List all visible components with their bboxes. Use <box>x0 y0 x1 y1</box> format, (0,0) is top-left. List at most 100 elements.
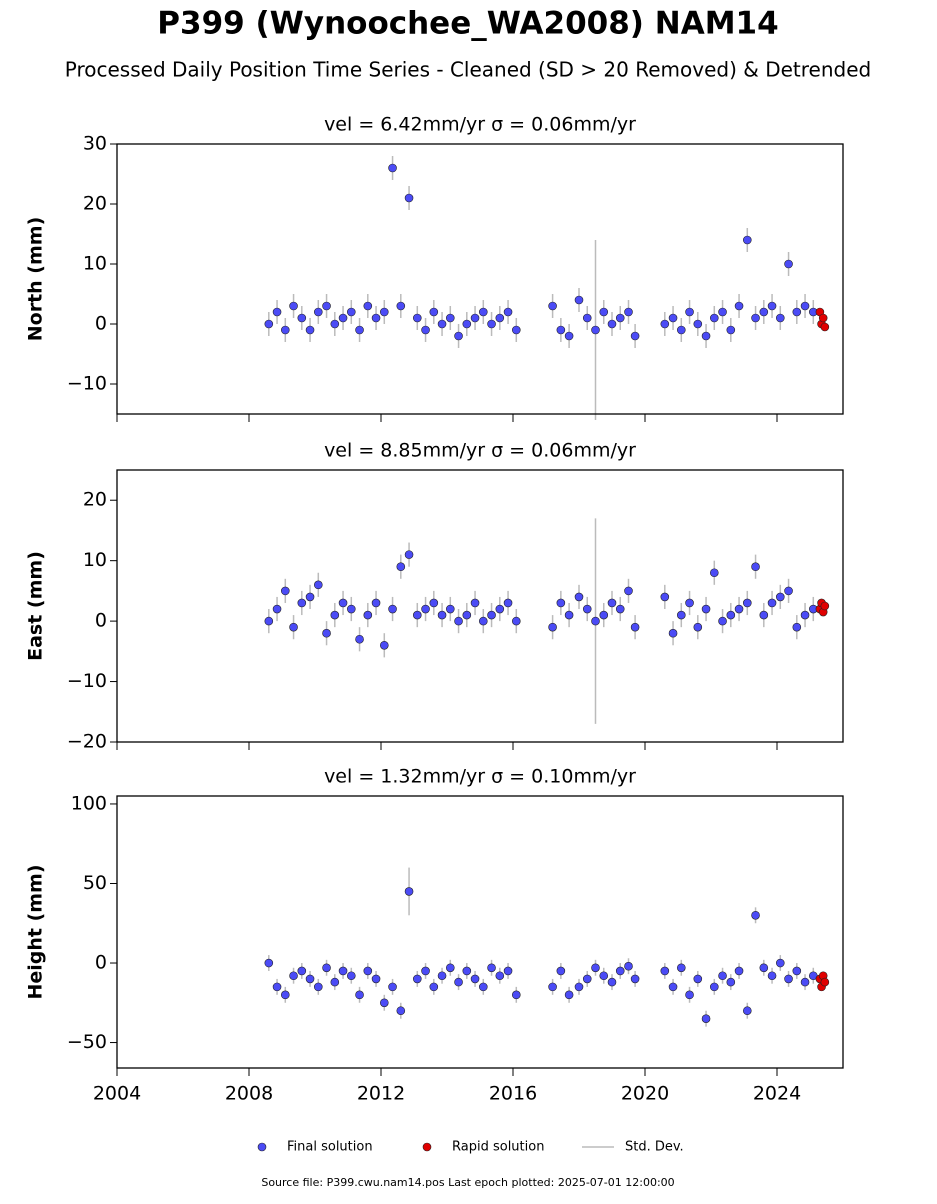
rapid-point <box>820 322 830 332</box>
final-point <box>330 319 340 329</box>
final-point <box>454 977 463 987</box>
final-point <box>264 319 274 329</box>
rapid-point <box>820 601 830 611</box>
final-point <box>676 610 686 620</box>
final-point <box>412 610 422 620</box>
y-tick-label: 0 <box>95 610 107 632</box>
final-point <box>685 598 694 608</box>
final-point <box>338 966 348 976</box>
x-tick-label: 2008 <box>225 1083 273 1105</box>
final-point <box>487 963 496 973</box>
final-point <box>792 966 802 976</box>
final-point <box>478 616 488 626</box>
final-point <box>388 982 397 992</box>
final-point <box>630 974 640 984</box>
final-point <box>742 598 752 608</box>
final-point <box>371 598 381 608</box>
final-point <box>726 977 736 987</box>
footer: Source file: P399.cwu.nam14.pos Last epo… <box>261 1176 674 1189</box>
final-point <box>445 313 455 323</box>
final-point <box>701 331 711 341</box>
final-point <box>404 887 414 896</box>
y-tick-label: −50 <box>67 1031 107 1053</box>
final-point <box>751 562 760 572</box>
final-point <box>709 568 719 578</box>
final-point <box>305 325 315 335</box>
final-point <box>767 971 777 981</box>
final-point <box>272 604 282 614</box>
final-point <box>289 971 298 981</box>
y-tick-label: 30 <box>83 133 107 155</box>
final-point <box>685 990 694 1000</box>
final-point <box>511 616 521 626</box>
final-point <box>701 1014 711 1023</box>
final-point <box>759 307 769 317</box>
final-point <box>511 990 521 1000</box>
final-point <box>784 586 793 596</box>
x-tick-label: 2004 <box>93 1083 141 1105</box>
x-tick-label: 2024 <box>753 1083 801 1105</box>
final-point <box>478 307 488 317</box>
final-point <box>582 974 592 984</box>
final-point <box>574 982 584 992</box>
final-point <box>313 580 323 590</box>
final-point <box>445 963 455 973</box>
final-point <box>280 325 290 335</box>
final-point <box>289 301 298 311</box>
final-point <box>437 319 447 329</box>
final-point <box>495 971 505 981</box>
legend-label: Rapid solution <box>452 1140 544 1155</box>
final-point <box>624 307 633 317</box>
y-tick-label: 50 <box>83 872 107 894</box>
final-point <box>599 610 609 620</box>
final-point <box>784 259 793 269</box>
x-tick-label: 2020 <box>621 1083 669 1105</box>
final-point <box>445 604 455 614</box>
final-point <box>734 966 744 976</box>
final-point <box>615 604 625 614</box>
final-point <box>701 604 711 614</box>
final-point <box>305 592 315 602</box>
plot-frame <box>116 143 844 415</box>
final-point <box>742 235 752 245</box>
final-point <box>591 963 600 973</box>
legend-label: Final solution <box>287 1140 373 1155</box>
final-point <box>751 313 760 323</box>
final-point <box>668 628 678 638</box>
final-point <box>454 331 463 341</box>
final-point <box>297 966 307 976</box>
final-point <box>338 598 348 608</box>
final-point <box>462 610 472 620</box>
final-point <box>495 313 505 323</box>
final-point <box>630 622 640 632</box>
legend-marker <box>422 1142 432 1152</box>
final-point <box>556 325 566 335</box>
final-point <box>615 966 625 976</box>
final-point <box>685 307 694 317</box>
final-point <box>718 307 727 317</box>
final-point <box>607 977 617 987</box>
final-point <box>709 982 719 992</box>
legend-marker <box>257 1142 267 1152</box>
final-point <box>272 307 282 317</box>
final-point <box>709 313 719 323</box>
final-point <box>800 610 810 620</box>
final-point <box>624 586 633 596</box>
final-point <box>289 622 298 632</box>
final-point <box>330 977 340 987</box>
final-point <box>429 307 439 317</box>
final-point <box>297 598 307 608</box>
final-point <box>630 331 640 341</box>
panel-title: vel = 8.85mm/yr σ = 0.06mm/yr <box>324 440 636 462</box>
final-point <box>726 325 736 335</box>
final-point <box>421 604 430 614</box>
final-point <box>478 982 488 992</box>
final-point <box>462 966 472 976</box>
final-point <box>668 982 678 992</box>
final-point <box>322 963 331 973</box>
y-tick-label: −10 <box>67 373 107 395</box>
final-point <box>775 592 785 602</box>
final-point <box>396 562 406 572</box>
final-point <box>800 977 810 987</box>
